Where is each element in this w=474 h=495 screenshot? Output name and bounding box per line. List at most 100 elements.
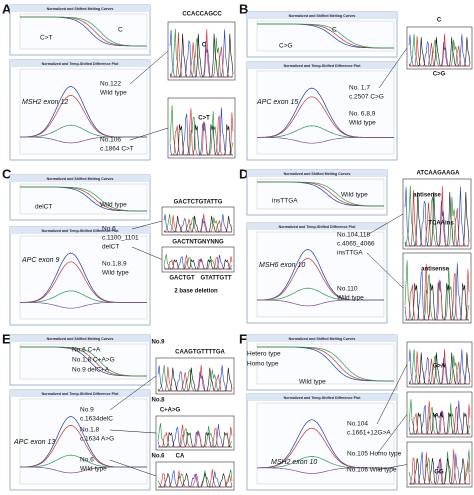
melt-label: Homo type [247,361,279,368]
chromatogram-trace [409,401,471,435]
chromatogram-trace [170,29,234,78]
difference-label: c.2507 C>G [349,94,384,101]
melt-curve [20,186,147,212]
pointer-line [376,464,408,471]
difference-label: c.1661+12G>A [347,430,391,437]
gene-label: APC exon 9 [21,257,59,264]
panel-letter: F [239,331,247,346]
pointer-line [366,252,404,289]
sequence-label: C>T [198,116,210,122]
difference-label: No.104 [347,421,368,428]
panel: D Normalized and Shifted Melting Curves No… [239,166,472,324]
melt-curve [20,346,148,377]
difference-label: Wild type [349,120,376,127]
chromatogram-box [406,441,473,488]
sequence-label: CAAGTGTTTTGA [175,350,225,356]
difference-curve [257,137,394,144]
window-header [10,335,150,342]
chromatogram-trace [404,191,470,247]
window-title: Normalized and Temp-Shifted Difference P… [279,225,357,229]
panel-letter: D [239,166,248,181]
chromatogram-trace [409,349,471,385]
difference-label: No.106 Wild type [347,467,397,474]
window-title: Normalized and Temp-Shifted Difference P… [284,396,362,400]
chromatogram-trace [163,215,233,233]
difference-label: c.1634delC [80,416,113,423]
pointer-line [131,220,163,230]
melt-label: Hetero type [247,351,281,358]
difference-label: Wild type [102,270,129,277]
difference-curve [20,302,147,309]
sequence-label: C [437,18,442,24]
window-title: Normalized and Temp-Shifted Difference P… [42,62,120,66]
plot-area [19,235,148,320]
window-title: Normalized and Shifted Melting Curves [284,172,351,176]
panel-letter: C [2,166,12,181]
chromatogram-trace [409,458,470,485]
pointer-line [109,375,157,411]
chromatogram-trace [158,469,233,488]
gene-label: MSH2 exon 12 [22,99,68,106]
window-header [247,62,397,69]
window-header [10,227,150,234]
plot-area [19,68,148,155]
melt-label: C>T [40,35,52,42]
window-header [10,390,150,397]
pointer-line [378,47,408,89]
window-header [247,335,397,342]
melt-label: insTTGA [272,198,298,205]
pointer-line [129,50,169,85]
window-title: Normalized and Shifted Melting Curves [47,7,114,11]
panel: F Normalized and Shifted Melting Curves No… [239,331,473,491]
panel: C Normalized and Shifted Melting Curves No… [2,166,235,326]
difference-label: c.1634 A>G [80,436,114,443]
sequence-label: G>A [433,364,446,370]
melt-label: delCT [35,204,52,211]
sequence-label: GTATTGTT [200,276,231,282]
difference-label: Wild type [100,90,127,97]
difference-label: No.110 [337,286,358,293]
difference-label: No. 6,8,9 [349,111,376,118]
pointer-line [109,429,157,434]
chromatogram-trace [409,33,471,67]
pointer-line [109,459,157,477]
window-header [247,12,397,19]
chromatogram-trace [169,33,234,78]
chromatogram-trace [164,254,233,270]
difference-label: insTTGA [337,250,363,257]
chromatogram-trace [405,264,470,321]
sequence-label: GACTGT [169,276,195,282]
difference-curve [257,467,394,474]
melt-label: Wild type [299,379,326,386]
difference-label: No.1,8,9 [102,261,127,268]
sequence-label: antisense [421,267,449,273]
window-title: Normalized and Shifted Melting Curves [47,337,114,341]
chromatogram-trace [405,186,470,247]
difference-curve [20,136,147,144]
window-title: Normalized and Shifted Melting Curves [47,177,114,181]
sequence-label: C+A>G [160,408,181,414]
difference-label: No.9 [80,407,94,414]
sequence-label: CA [176,454,185,460]
sequence-label: GG [434,470,444,476]
gene-label: MSH2 exon 10 [271,459,317,466]
sequence-label: antisense [413,193,441,199]
difference-label: c.1864 C>T [100,146,134,153]
chromatogram-trace [164,213,233,233]
difference-label: No.106 [100,137,121,144]
chromatogram-trace [409,449,471,485]
plot-area [256,402,395,485]
difference-label: No.104,118 [337,232,371,239]
difference-label: Wild type [80,466,107,473]
difference-label: No.1,8 [80,427,100,434]
gene-label: MSH6 exon 10 [259,262,305,269]
sequence-label: ATCAAGAAGA [417,171,461,177]
difference-curve [257,299,384,307]
panel-letter: A [2,1,12,16]
difference-curve [20,466,147,474]
difference-label: No. 1,7 [349,85,370,92]
chromatogram-trace [170,108,234,156]
panel-letter: E [2,331,11,346]
panel: B Normalized and Shifted Melting Curves No… [239,1,473,161]
